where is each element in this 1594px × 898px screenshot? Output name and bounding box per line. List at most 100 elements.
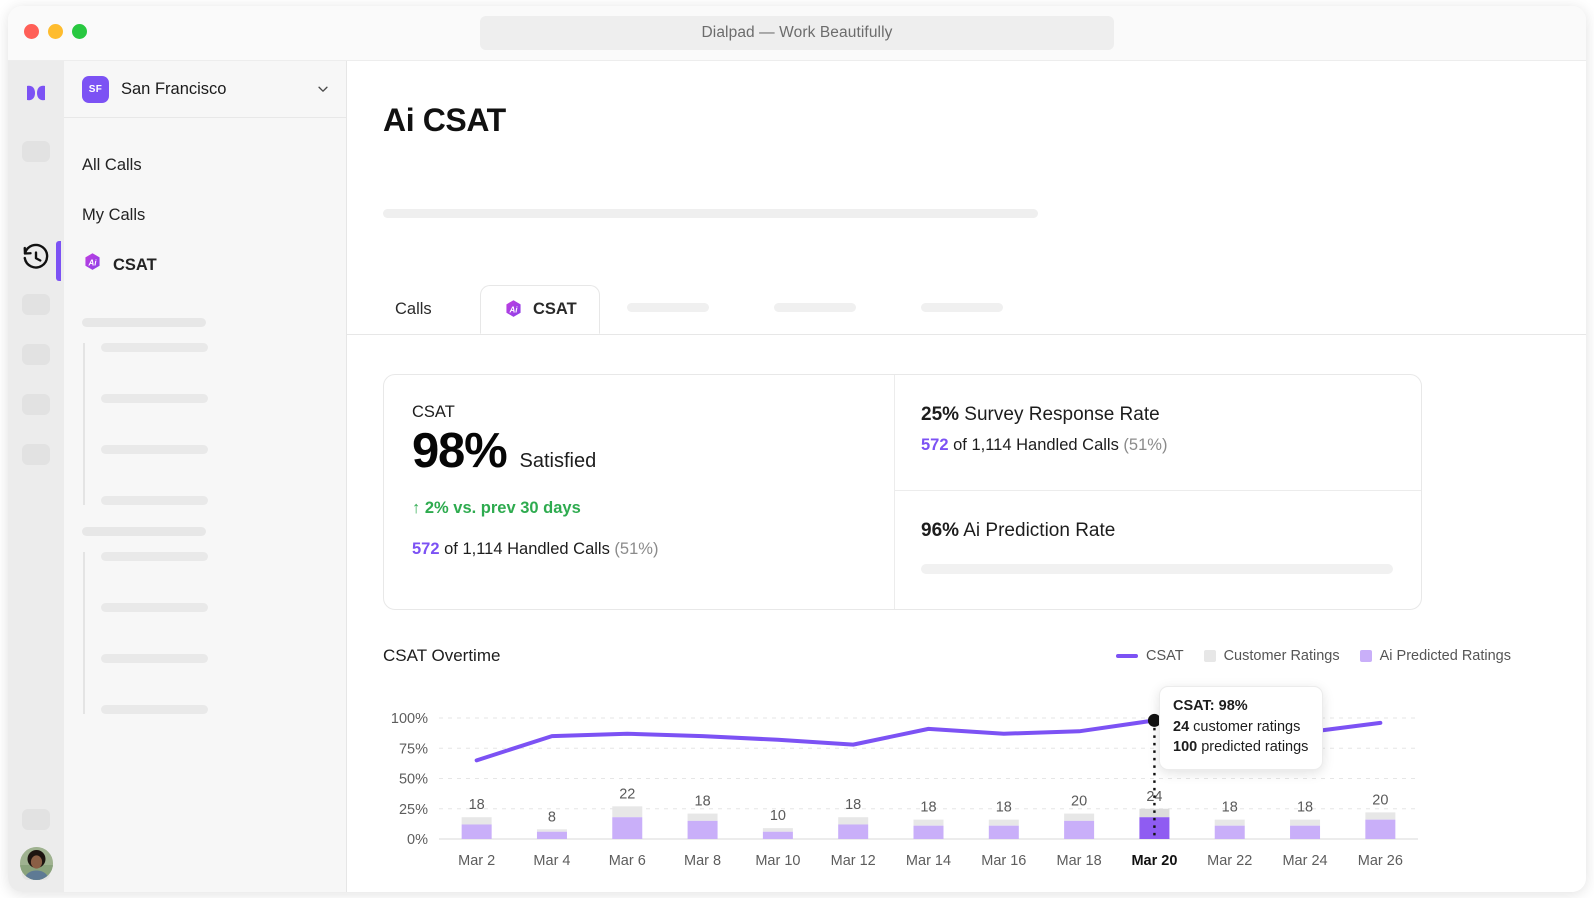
- legend-item-csat[interactable]: CSAT: [1115, 648, 1184, 664]
- chart-bar-customer: [1365, 812, 1396, 820]
- main-content: Ai CSAT Calls: [347, 61, 1586, 892]
- sidebar-skeleton-item: [101, 496, 208, 505]
- y-axis-tick: 0%: [407, 832, 428, 848]
- sidebar-item-label: My Calls: [82, 205, 146, 224]
- csat-overtime-chart[interactable]: 0% 25% 50% 75% 100% 18 Mar 2 8 Mar 4 22 Mar 6 18 Mar…: [383, 686, 1428, 879]
- chart-bar-predicted: [1064, 820, 1095, 839]
- chart-bar-predicted: [612, 817, 643, 839]
- survey-sub-percent: (51%): [1123, 436, 1168, 454]
- legend-label: CSAT: [1145, 648, 1184, 664]
- org-switcher[interactable]: SF San Francisco: [64, 61, 346, 118]
- window-title: Dialpad — Work Beautifully: [480, 16, 1114, 50]
- tab-csat[interactable]: Ai CSAT: [480, 285, 600, 334]
- tooltip-customer-label: customer ratings: [1189, 718, 1301, 735]
- y-axis-tick: 50%: [399, 772, 428, 788]
- y-axis-tick: 100%: [391, 711, 428, 727]
- survey-response-value: 25%: [921, 404, 960, 425]
- x-axis-tick: Mar 14: [906, 853, 951, 869]
- legend-item-customer-ratings[interactable]: Customer Ratings: [1203, 648, 1340, 664]
- sidebar-item-label: CSAT: [113, 255, 157, 274]
- csat-card-label: CSAT: [412, 403, 455, 421]
- chart-legend: CSAT Customer Ratings Ai Predicted Ratin…: [1115, 648, 1511, 664]
- legend-item-ai-predicted-ratings[interactable]: Ai Predicted Ratings: [1359, 648, 1511, 664]
- sidebar-skeleton-rule: [83, 343, 85, 505]
- org-name: San Francisco: [121, 79, 227, 98]
- stats-panel: CSAT 98% Satisfied ↑ 2% vs. prev 30 days…: [383, 374, 1422, 610]
- legend-label: Ai Predicted Ratings: [1379, 648, 1511, 664]
- chart-bar-predicted: [1139, 817, 1170, 839]
- bar-total-label: 18: [996, 800, 1012, 816]
- survey-sub-text: of 1,114 Handled Calls: [948, 436, 1124, 454]
- window-titlebar: Dialpad — Work Beautifully: [8, 6, 1586, 61]
- y-axis-tick: 75%: [399, 741, 428, 757]
- sidebar-skeleton-item: [101, 552, 208, 561]
- x-axis-tick: Mar 24: [1282, 853, 1327, 869]
- chart-bar-customer: [1064, 813, 1095, 821]
- csat-value: 98%: [412, 424, 508, 478]
- tab-placeholder: [921, 303, 1003, 312]
- rail-placeholder: [22, 809, 50, 830]
- x-axis-tick: Mar 18: [1057, 853, 1102, 869]
- x-axis-tick: Mar 10: [755, 853, 800, 869]
- ai-hexagon-icon: Ai: [503, 299, 524, 320]
- dialpad-logo-icon[interactable]: [21, 79, 51, 109]
- sidebar-skeleton-item: [101, 654, 208, 663]
- rail-placeholder: [22, 444, 50, 465]
- x-axis-tick: Mar 4: [533, 853, 570, 869]
- ai-prediction-label: Ai Prediction Rate: [959, 520, 1116, 541]
- bar-total-label: 18: [695, 794, 711, 810]
- chart-canvas: 0% 25% 50% 75% 100% 18 Mar 2 8 Mar 4 22 Mar 6 18 Mar…: [391, 711, 1418, 869]
- legend-square-swatch: [1203, 650, 1216, 662]
- chevron-down-icon: [318, 86, 328, 92]
- sidebar-item-all-calls[interactable]: All Calls: [64, 140, 346, 190]
- bar-total-label: 22: [619, 786, 635, 802]
- legend-line-swatch: [1115, 654, 1138, 658]
- survey-sub-count: 572: [921, 436, 949, 454]
- sidebar-skeleton-heading: [82, 527, 206, 536]
- sidebar-skeleton-item: [101, 445, 208, 454]
- tab-label: CSAT: [533, 300, 577, 318]
- chart-bar-customer: [1139, 808, 1170, 818]
- legend-label: Customer Ratings: [1223, 648, 1340, 664]
- sidebar: SF San Francisco All Calls My Calls: [64, 61, 347, 892]
- bar-total-label: 20: [1071, 794, 1087, 810]
- rail-placeholder: [22, 394, 50, 415]
- ai-prediction-placeholder: [921, 564, 1393, 574]
- x-axis-tick: Mar 20: [1131, 853, 1177, 869]
- ai-prediction-value: 96%: [921, 520, 960, 541]
- sidebar-skeleton-item: [101, 603, 208, 612]
- bar-total-label: 18: [845, 797, 861, 813]
- minimize-window-button[interactable]: [48, 24, 63, 39]
- csat-value-suffix: Satisfied: [519, 450, 597, 472]
- bar-total-label: 10: [770, 808, 786, 824]
- chart-bar-predicted: [687, 820, 718, 839]
- chart-bar-customer: [687, 813, 718, 821]
- chart-bar-predicted: [1214, 825, 1245, 839]
- handled-count: 572: [412, 540, 440, 558]
- maximize-window-button[interactable]: [72, 24, 87, 39]
- chart-bar-customer: [536, 829, 567, 832]
- rail-placeholder: [22, 344, 50, 365]
- x-axis-tick: Mar 12: [831, 853, 876, 869]
- bar-total-label: 20: [1372, 792, 1388, 808]
- chart-bar-customer: [1290, 819, 1321, 826]
- page-title: Ai CSAT: [383, 102, 506, 138]
- chart-bar-predicted: [838, 824, 869, 839]
- sidebar-item-my-calls[interactable]: My Calls: [64, 190, 346, 240]
- close-window-button[interactable]: [24, 24, 39, 39]
- chart-bar-predicted: [1365, 819, 1396, 839]
- survey-response-label: Survey Response Rate: [959, 404, 1160, 425]
- delta-arrow-icon: ↑: [412, 499, 421, 517]
- ai-prediction-title: 96% Ai Prediction Rate: [921, 520, 1393, 542]
- tooltip-customer-count: 24: [1173, 718, 1190, 735]
- tooltip-headline: CSAT: 98%: [1173, 698, 1248, 714]
- sidebar-item-label: All Calls: [82, 155, 142, 174]
- chart-bar-predicted: [536, 831, 567, 839]
- tab-placeholder: [627, 303, 709, 312]
- legend-square-swatch: [1359, 650, 1372, 662]
- avatar[interactable]: [20, 847, 53, 880]
- tab-calls[interactable]: Calls: [395, 285, 432, 334]
- sidebar-item-csat[interactable]: Ai CSAT: [64, 240, 346, 290]
- history-icon[interactable]: [21, 243, 51, 273]
- x-axis-tick: Mar 16: [981, 853, 1026, 869]
